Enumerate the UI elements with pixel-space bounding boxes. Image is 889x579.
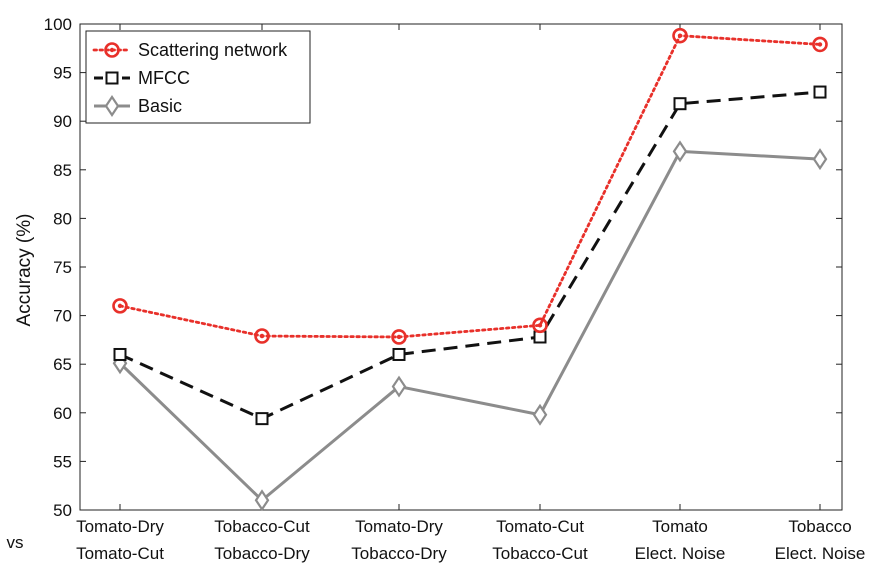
series-basic <box>112 140 828 512</box>
data-point-dot <box>817 42 823 47</box>
y-tick-label: 75 <box>53 258 72 277</box>
x-tick-label: Tobacco-Dry <box>214 544 310 563</box>
y-tick-label: 70 <box>53 307 72 326</box>
data-point <box>532 403 548 426</box>
data-point <box>672 140 688 163</box>
y-tick-label: 50 <box>53 501 72 520</box>
y-axis-label: Accuracy (%) <box>14 214 35 327</box>
y-tick-label: 95 <box>53 64 72 83</box>
data-point <box>392 347 406 361</box>
legend-entry-label: Basic <box>138 96 182 116</box>
data-point <box>672 27 688 44</box>
data-point <box>254 489 270 512</box>
x-tick-label: Tobacco-Cut <box>214 517 310 536</box>
y-tick-label: 90 <box>53 112 72 131</box>
data-point <box>533 330 547 344</box>
y-tick-label: 100 <box>44 15 72 34</box>
legend-entry-label: Scattering network <box>138 40 288 60</box>
y-tick-label: 60 <box>53 404 72 423</box>
data-point <box>813 85 827 99</box>
legend-marker-dot <box>109 47 115 53</box>
data-point <box>391 375 407 398</box>
y-ticks: 50 55 60 65 70 75 80 85 90 95 100 <box>44 15 842 520</box>
series-mfcc <box>113 85 827 426</box>
legend: Scattering network MFCC Basic <box>85 30 311 124</box>
data-point-dot <box>117 303 123 309</box>
series-line <box>118 34 822 339</box>
x-tick-label: Elect. Noise <box>635 544 726 563</box>
x-vs-label: vs <box>7 533 24 552</box>
data-point <box>254 328 270 344</box>
x-tick-label: Tobacco-Dry <box>351 544 447 563</box>
data-point <box>532 317 548 334</box>
legend-marker <box>104 42 120 58</box>
legend-entry-label: MFCC <box>138 68 190 88</box>
series-layer <box>112 27 828 512</box>
data-point <box>112 298 128 314</box>
data-point <box>255 412 269 426</box>
x-tick-label: Tomato-Dry <box>355 517 443 536</box>
y-tick-label: 55 <box>53 452 72 471</box>
series-scattering-network <box>112 27 828 345</box>
data-point <box>812 36 828 53</box>
y-tick-label: 65 <box>53 355 72 374</box>
x-tick-label: Tobacco-Cut <box>492 544 588 563</box>
data-point-dot <box>259 333 265 339</box>
legend-marker <box>104 95 120 117</box>
x-tick-label: Tobacco <box>788 517 851 536</box>
legend-marker <box>105 71 119 85</box>
x-tick-label: Tomato-Dry <box>76 517 164 536</box>
x-ticks: Tomato-Dry Tomato-Cut Tobacco-Cut Tobacco-D… <box>7 24 866 563</box>
x-tick-label: Tomato-Cut <box>496 517 584 536</box>
data-point <box>113 347 127 361</box>
data-point-dot <box>537 323 543 328</box>
x-tick-label: Tomato <box>652 517 708 536</box>
series-line <box>119 90 821 421</box>
data-point <box>391 329 407 345</box>
series-line <box>118 149 821 502</box>
data-point <box>673 97 687 111</box>
x-tick-label: Tomato-Cut <box>76 544 164 563</box>
data-point-dot <box>677 33 683 38</box>
data-point <box>812 148 828 171</box>
y-tick-label: 85 <box>53 161 72 180</box>
data-point-dot <box>396 334 402 340</box>
x-tick-label: Elect. Noise <box>775 544 866 563</box>
y-tick-label: 80 <box>53 209 72 228</box>
